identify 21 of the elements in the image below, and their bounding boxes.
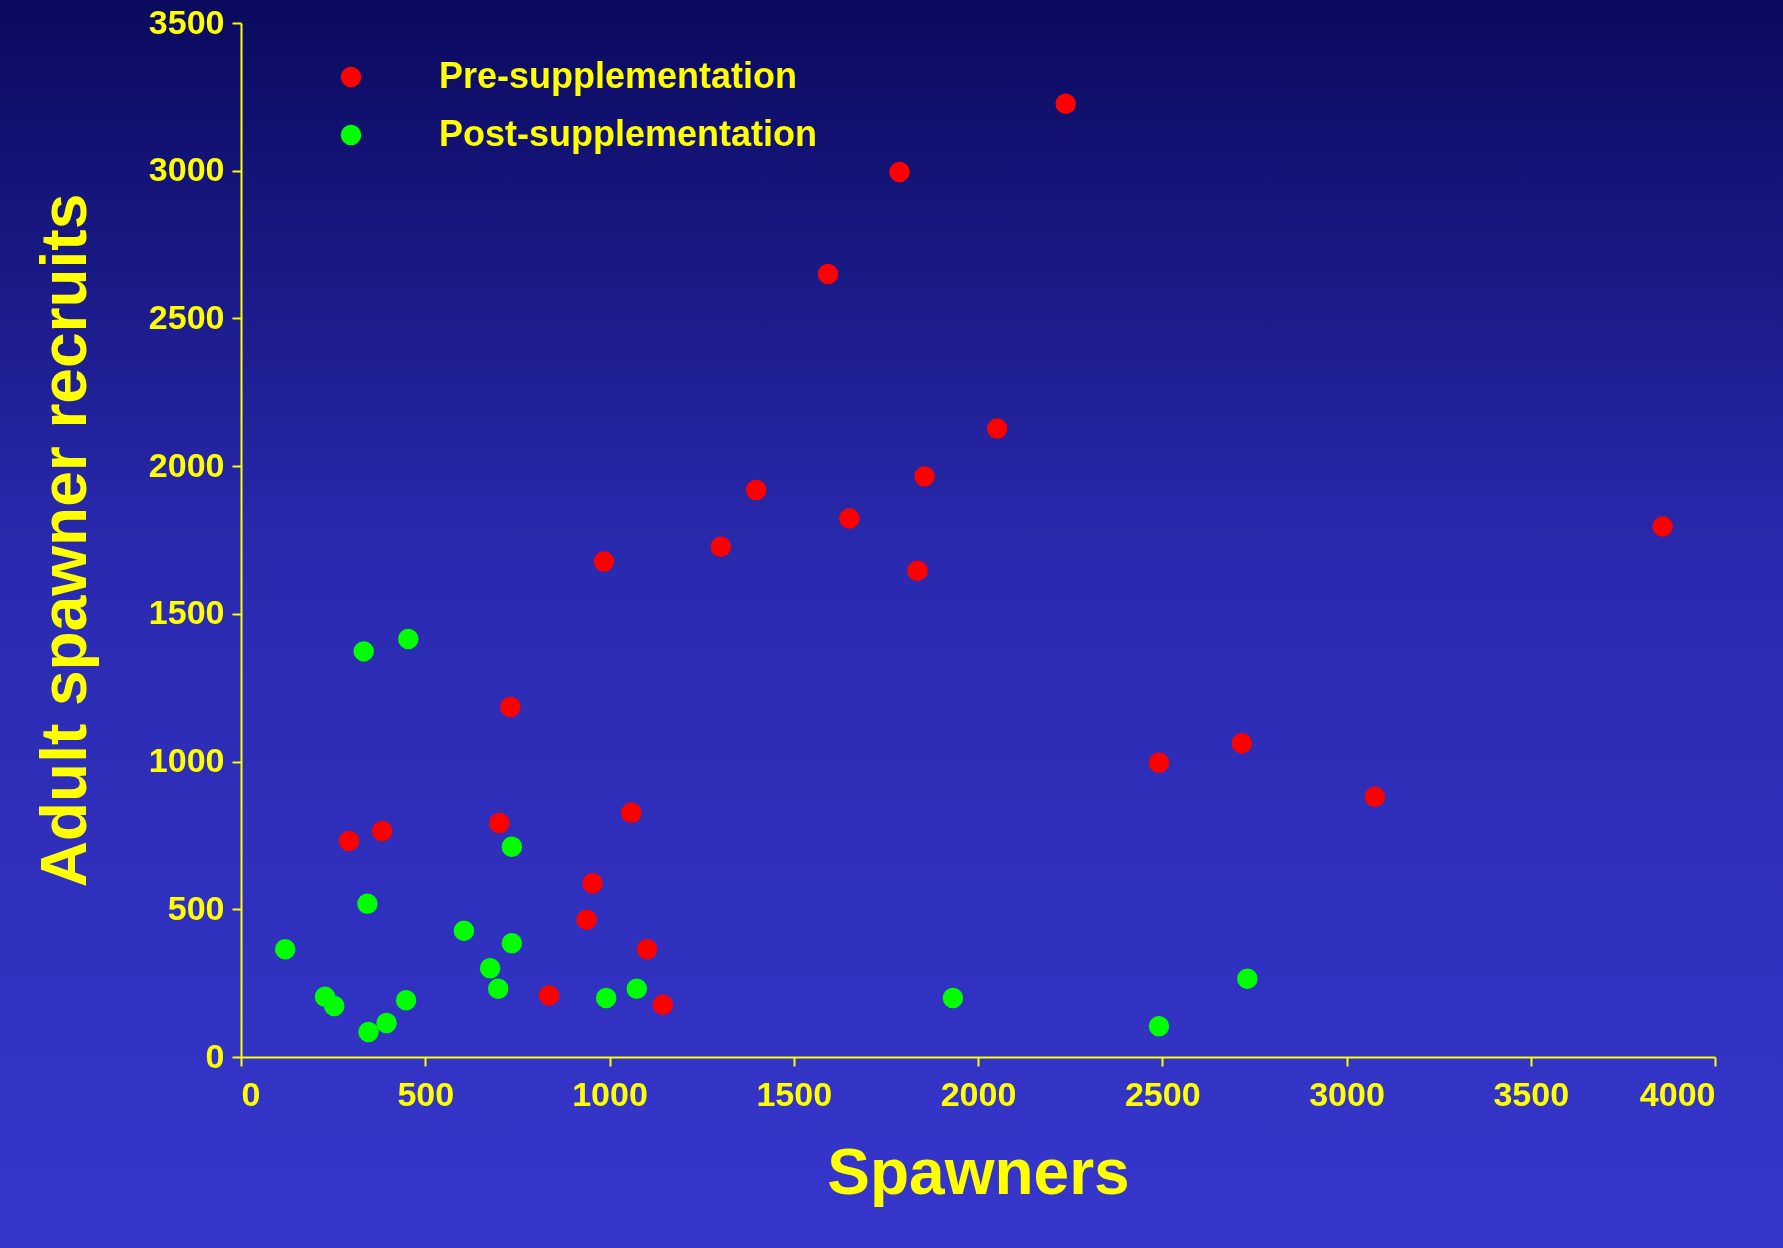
x-tick-label: 4000 [1639,1074,1716,1113]
x-axis-title: Spawners [827,1135,1130,1208]
y-tick-label: 3000 [148,150,225,189]
x-tick-label: 0 [241,1074,261,1113]
legend-label: Pre-supplementation [439,55,798,96]
legend-label: Post-supplementation [439,113,818,154]
x-tick-label: 3500 [1493,1074,1570,1113]
x-tick-label: 2500 [1124,1074,1201,1113]
x-tick-label: 3000 [1309,1074,1385,1113]
x-tick-label: 2000 [940,1074,1017,1113]
x-tick-label: 1500 [756,1074,833,1113]
y-tick-label: 3500 [148,2,225,41]
y-tick-label: 500 [167,888,225,927]
y-tick-label: 1000 [148,741,225,780]
y-axis-title: Adult spawner recruits [27,193,100,888]
y-tick-label: 2500 [148,297,225,336]
x-tick-label: 500 [397,1074,455,1113]
x-tick-label: 1000 [572,1074,648,1113]
y-tick-label: 1500 [148,593,225,632]
y-tick-label: 2000 [148,445,225,484]
y-tick-label: 0 [205,1036,225,1075]
